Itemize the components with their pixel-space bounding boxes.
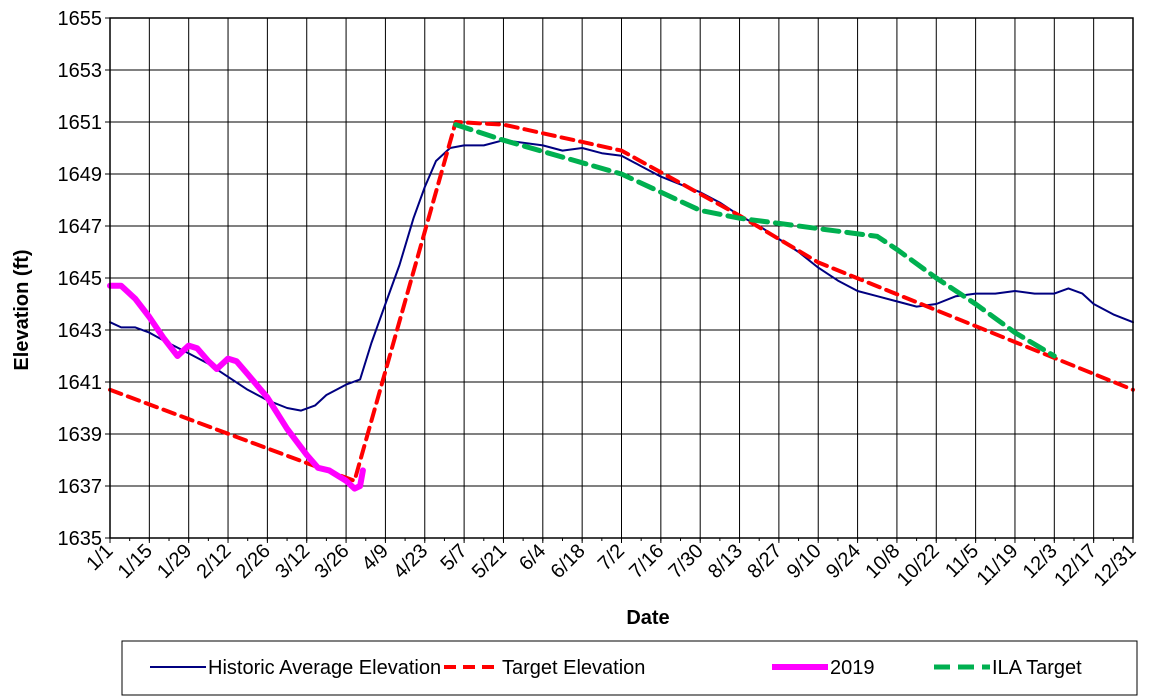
- x-tick-label: 1/29: [153, 540, 196, 583]
- y-tick-label: 1653: [58, 60, 103, 82]
- x-tick-label: 6/18: [547, 540, 590, 583]
- y-tick-label: 1647: [58, 216, 103, 238]
- x-tick-label: 2/26: [232, 540, 275, 583]
- y-tick-label: 1651: [58, 112, 103, 134]
- x-tick-label: 9/24: [822, 540, 865, 583]
- legend: Historic Average Elevation Target Elevati…: [121, 640, 1138, 696]
- y-tick-label: 1655: [58, 8, 103, 30]
- legend-label: Target Elevation: [502, 657, 645, 679]
- x-tick-label: 7/2: [594, 540, 629, 575]
- y-tick-label: 1643: [58, 320, 103, 342]
- series-line-2: [107, 282, 366, 492]
- y-axis-ticks: 1635 1637 1639 1641 1643 1645 1647 1649 1651 1653…: [58, 8, 110, 550]
- y-tick-label: 1639: [58, 424, 103, 446]
- y-tick-label: 1645: [58, 268, 103, 290]
- x-tick-label: 3/12: [271, 540, 314, 583]
- legend-label: ILA Target: [992, 657, 1082, 679]
- legend-label: 2019: [830, 657, 875, 679]
- x-tick-label: 4/9: [358, 540, 393, 575]
- x-tick-label: 5/21: [468, 540, 511, 583]
- legend-label: Historic Average Elevation: [208, 657, 441, 679]
- x-tick-label: 3/26: [311, 540, 354, 583]
- x-tick-label: 8/13: [704, 540, 747, 583]
- x-axis-title: Date: [626, 607, 669, 629]
- x-tick-label: 12/31: [1090, 540, 1141, 591]
- x-tick-label: 8/27: [743, 540, 786, 583]
- x-tick-label: 9/10: [783, 540, 826, 583]
- y-tick-label: 1637: [58, 476, 103, 498]
- series-line-1: [108, 120, 1135, 483]
- series-line-3: [453, 122, 1057, 359]
- x-tick-label: 4/23: [389, 540, 432, 583]
- x-tick-label: 7/16: [625, 540, 668, 583]
- y-tick-label: 1635: [58, 528, 103, 550]
- y-tick-label: 1649: [58, 164, 103, 186]
- x-tick-label: 5/7: [436, 540, 471, 575]
- x-tick-label: 10/22: [893, 540, 944, 591]
- x-tick-label: 1/15: [114, 540, 157, 583]
- x-tick-label: 12/17: [1050, 540, 1101, 591]
- series-layer: [107, 120, 1135, 492]
- y-axis-title: Elevation (ft): [11, 249, 33, 370]
- x-axis-ticks: 1/11/151/292/122/263/123/26 4/94/23 5/75/2…: [82, 538, 1141, 591]
- x-tick-label: 2/12: [192, 540, 235, 583]
- x-tick-label: 7/30: [665, 540, 708, 583]
- x-tick-label: 6/4: [515, 540, 550, 575]
- x-tick-label: 11/19: [973, 540, 1023, 590]
- legend-items: Historic Average Elevation Target Elevati…: [150, 657, 1082, 679]
- y-tick-label: 1641: [58, 372, 103, 394]
